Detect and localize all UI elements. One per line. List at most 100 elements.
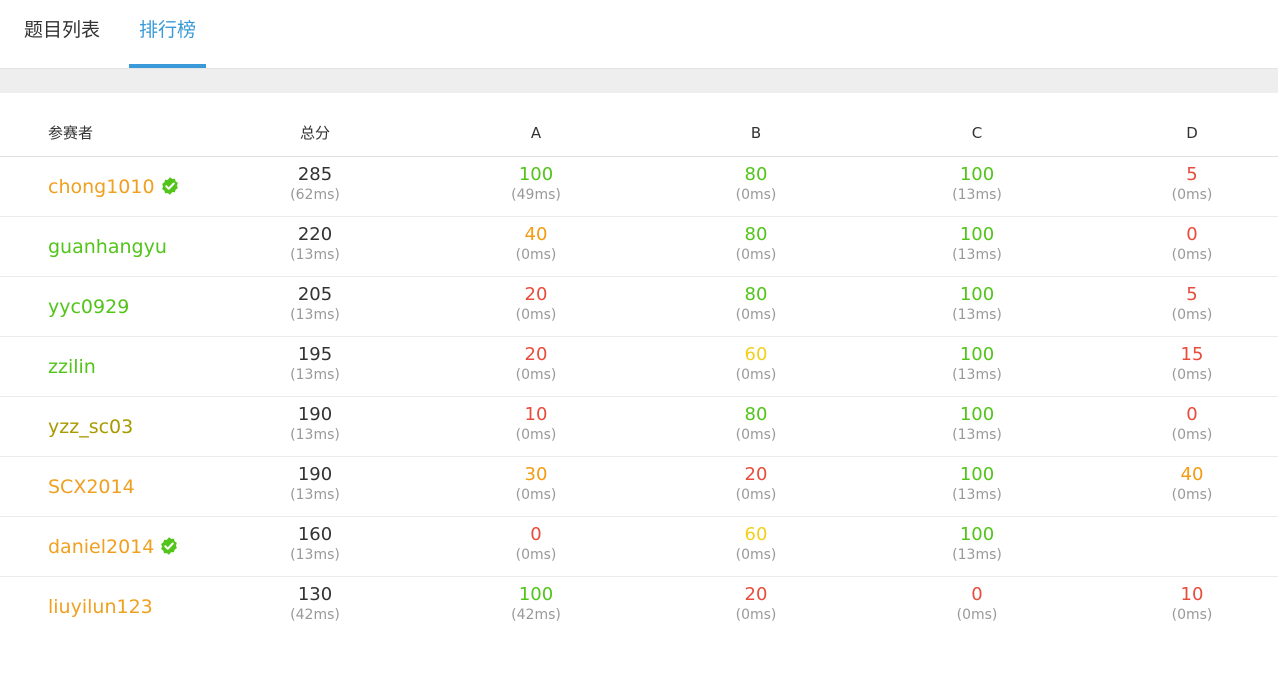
participant-name: SCX2014 — [48, 476, 135, 498]
participant-link[interactable]: chong1010 — [48, 157, 180, 217]
problem-b-score: 20 — [744, 584, 768, 605]
table-row: zzilin 195 (13ms) 20 (0ms) 60 (0ms) 100 (13ms) 15… — [0, 337, 1278, 397]
total-cell: 195 (13ms) — [290, 344, 340, 384]
total-time: (13ms) — [290, 547, 340, 563]
problem-d-score: 0 — [1186, 404, 1198, 425]
table-row: yyc0929 205 (13ms) 20 (0ms) 80 (0ms) 100 (13ms) 5… — [0, 277, 1278, 337]
header-participant: 参赛者 — [48, 124, 94, 142]
problem-a-score: 30 — [524, 464, 548, 485]
problem-a-cell: 100 (42ms) — [511, 584, 561, 624]
total-time: (13ms) — [290, 367, 340, 383]
total-cell: 220 (13ms) — [290, 224, 340, 264]
problem-d-time: (0ms) — [1171, 187, 1213, 203]
problem-d-cell: 15 (0ms) — [1172, 344, 1213, 384]
total-time: (13ms) — [290, 427, 340, 443]
participant-name: zzilin — [48, 356, 96, 378]
participant-link[interactable]: SCX2014 — [48, 457, 135, 517]
section-divider — [0, 68, 1278, 93]
total-cell: 130 (42ms) — [290, 584, 340, 624]
header-problem-c: C — [971, 124, 983, 142]
problem-b-score: 20 — [744, 464, 768, 485]
problem-c-cell: 0 (0ms) — [957, 584, 998, 624]
total-score: 130 — [297, 584, 333, 605]
total-time: (13ms) — [290, 307, 340, 323]
problem-c-time: (13ms) — [952, 307, 1002, 323]
header-total: 总分 — [299, 124, 331, 142]
problem-b-score: 80 — [744, 404, 768, 425]
participant-link[interactable]: liuyilun123 — [48, 577, 153, 637]
problem-d-cell: 5 (0ms) — [1172, 164, 1213, 204]
problem-a-cell: 20 (0ms) — [516, 284, 557, 324]
participant-name: liuyilun123 — [48, 596, 153, 618]
problem-b-cell: 80 (0ms) — [736, 164, 777, 204]
problem-d-time: (0ms) — [1171, 607, 1213, 623]
problem-b-cell: 60 (0ms) — [736, 524, 777, 564]
participant-name: daniel2014 — [48, 536, 155, 558]
problem-a-score: 20 — [524, 344, 548, 365]
problem-c-cell: 100 (13ms) — [952, 404, 1002, 444]
problem-c-time: (13ms) — [952, 547, 1002, 563]
problem-c-time: (13ms) — [952, 487, 1002, 503]
problem-a-cell: 0 (0ms) — [516, 524, 557, 564]
problem-c-time: (0ms) — [956, 607, 998, 623]
problem-a-time: (0ms) — [515, 547, 557, 563]
problem-a-score: 40 — [524, 224, 548, 245]
table-row: guanhangyu 220 (13ms) 40 (0ms) 80 (0ms) 100 (13m… — [0, 217, 1278, 277]
table-row: daniel2014 160 (13ms) 0 (0ms) 60 (0ms) 100 (13ms… — [0, 517, 1278, 577]
problem-d-score: 15 — [1180, 344, 1204, 365]
problem-a-cell: 100 (49ms) — [511, 164, 561, 204]
table-row: chong1010 285 (62ms) 100 (49ms) 80 (0ms) 100 (13… — [0, 157, 1278, 217]
problem-d-score: 40 — [1180, 464, 1204, 485]
problem-b-time: (0ms) — [735, 187, 777, 203]
problem-c-cell: 100 (13ms) — [952, 284, 1002, 324]
tab-problem-list[interactable]: 题目列表 — [24, 19, 101, 41]
problem-b-time: (0ms) — [735, 487, 777, 503]
problem-b-cell: 80 (0ms) — [736, 404, 777, 444]
problem-a-time: (49ms) — [511, 187, 561, 203]
problem-c-score: 100 — [959, 404, 995, 425]
problem-c-score: 100 — [959, 344, 995, 365]
problem-d-score: 0 — [1186, 224, 1198, 245]
problem-d-time: (0ms) — [1171, 427, 1213, 443]
verified-badge-icon — [161, 537, 178, 555]
table-row: liuyilun123 130 (42ms) 100 (42ms) 20 (0ms) 0 (0m… — [0, 577, 1278, 636]
ranking-table: 参赛者 总分 A B C D chong1010 285 (62ms) 100 (49m… — [0, 93, 1278, 636]
problem-c-score: 100 — [959, 464, 995, 485]
participant-link[interactable]: guanhangyu — [48, 217, 167, 277]
total-cell: 160 (13ms) — [290, 524, 340, 564]
problem-c-time: (13ms) — [952, 367, 1002, 383]
participant-link[interactable]: yyc0929 — [48, 277, 129, 337]
total-score: 160 — [297, 524, 333, 545]
problem-b-cell: 60 (0ms) — [736, 344, 777, 384]
problem-a-time: (0ms) — [515, 427, 557, 443]
participant-link[interactable]: daniel2014 — [48, 517, 179, 577]
problem-c-time: (13ms) — [952, 427, 1002, 443]
table-header: 参赛者 总分 A B C D — [0, 93, 1278, 157]
problem-c-score: 0 — [971, 584, 983, 605]
tab-bar: 题目列表 排行榜 — [0, 0, 1278, 68]
tab-ranking[interactable]: 排行榜 — [129, 0, 206, 68]
problem-b-time: (0ms) — [735, 367, 777, 383]
participant-link[interactable]: yzz_sc03 — [48, 397, 133, 457]
problem-d-time: (0ms) — [1171, 307, 1213, 323]
problem-c-score: 100 — [959, 224, 995, 245]
problem-c-cell: 100 (13ms) — [952, 524, 1002, 564]
problem-c-score: 100 — [959, 524, 995, 545]
problem-b-time: (0ms) — [735, 247, 777, 263]
total-time: (13ms) — [290, 487, 340, 503]
problem-d-score: 10 — [1180, 584, 1204, 605]
problem-b-time: (0ms) — [735, 547, 777, 563]
problem-d-score: 5 — [1186, 284, 1198, 305]
problem-d-cell: 0 (0ms) — [1172, 224, 1213, 264]
problem-b-time: (0ms) — [735, 427, 777, 443]
problem-a-cell: 30 (0ms) — [516, 464, 557, 504]
problem-a-score: 0 — [530, 524, 542, 545]
problem-d-time: (0ms) — [1171, 367, 1213, 383]
problem-a-time: (42ms) — [511, 607, 561, 623]
problem-b-score: 60 — [744, 524, 768, 545]
problem-a-time: (0ms) — [515, 367, 557, 383]
problem-b-score: 80 — [744, 224, 768, 245]
participant-link[interactable]: zzilin — [48, 337, 96, 397]
total-score: 195 — [297, 344, 333, 365]
total-time: (13ms) — [290, 247, 340, 263]
